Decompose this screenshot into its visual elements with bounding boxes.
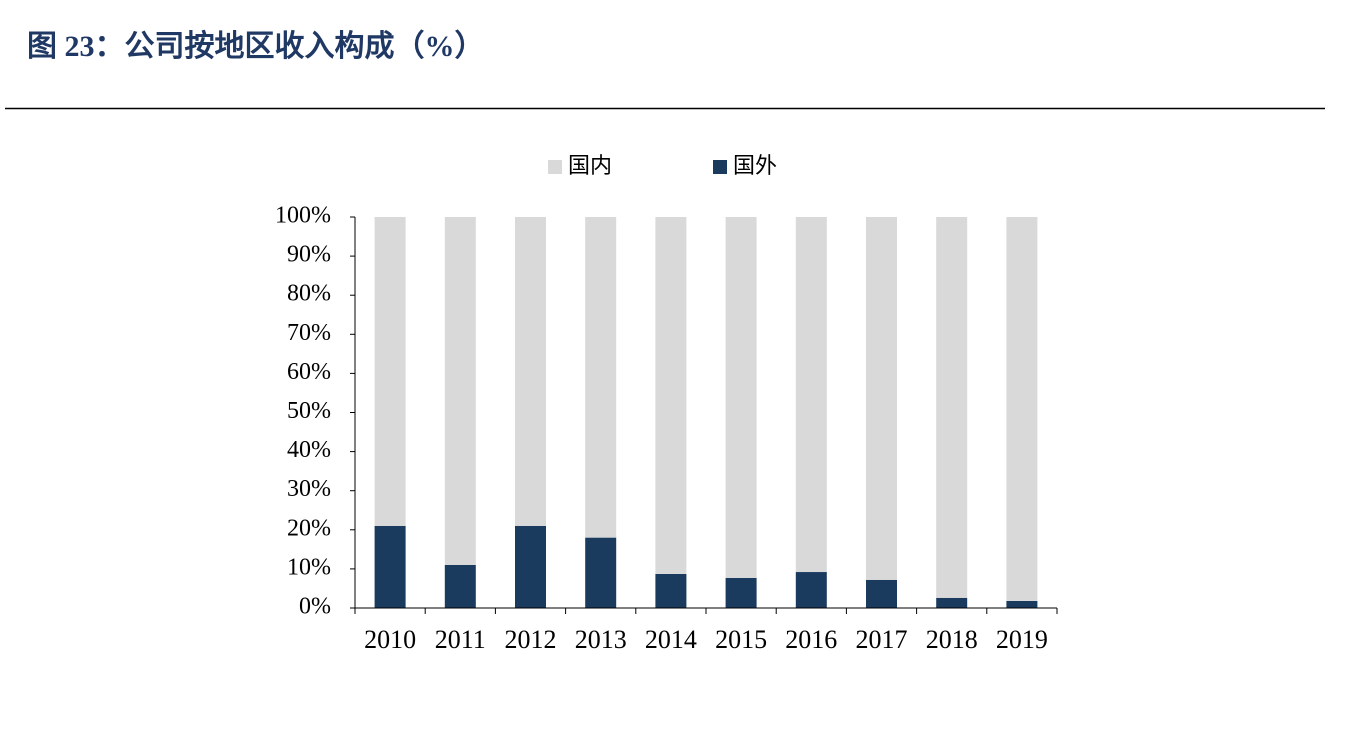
bar [655, 217, 687, 574]
bar [655, 573, 687, 608]
legend-label: 国外 [733, 153, 777, 178]
bar [725, 217, 757, 578]
bar [1006, 217, 1038, 601]
x-tick-label: 2019 [996, 625, 1048, 654]
bar [444, 217, 476, 565]
legend-swatch [713, 160, 727, 174]
y-tick-label: 30% [287, 476, 331, 502]
bar [725, 577, 757, 608]
bar [795, 572, 827, 608]
x-tick-label: 2015 [715, 625, 767, 654]
chart-title: 图 23：公司按地区收入构成（%） [27, 29, 485, 63]
x-tick-label: 2017 [856, 625, 908, 654]
y-tick-label: 50% [287, 398, 331, 424]
y-tick-label: 20% [287, 515, 331, 541]
x-tick-label: 2013 [575, 625, 627, 654]
bar [374, 217, 406, 526]
y-tick-label: 70% [287, 320, 331, 346]
x-tick-label: 2016 [785, 625, 837, 654]
y-tick-label: 100% [275, 203, 331, 229]
bar [515, 217, 546, 526]
bar [585, 217, 617, 538]
y-tick-label: 90% [287, 242, 331, 268]
bar [374, 525, 406, 608]
x-tick-label: 2018 [926, 625, 978, 654]
bar [795, 217, 827, 573]
bar [936, 597, 968, 608]
bar [936, 217, 968, 598]
bar [444, 564, 476, 608]
y-tick-label: 80% [287, 281, 331, 307]
bar [1006, 600, 1038, 608]
bar [866, 217, 897, 580]
legend-label: 国内 [568, 153, 612, 178]
bar [515, 525, 546, 608]
x-tick-label: 2010 [364, 625, 416, 654]
y-tick-label: 0% [299, 594, 331, 620]
legend-swatch [548, 160, 562, 174]
x-tick-label: 2012 [505, 625, 557, 654]
bar [866, 579, 897, 608]
y-tick-label: 60% [287, 359, 331, 385]
bar [585, 537, 617, 608]
x-tick-label: 2014 [645, 625, 697, 654]
x-tick-label: 2011 [435, 625, 486, 654]
y-tick-label: 40% [287, 437, 331, 463]
y-tick-label: 10% [287, 554, 331, 580]
